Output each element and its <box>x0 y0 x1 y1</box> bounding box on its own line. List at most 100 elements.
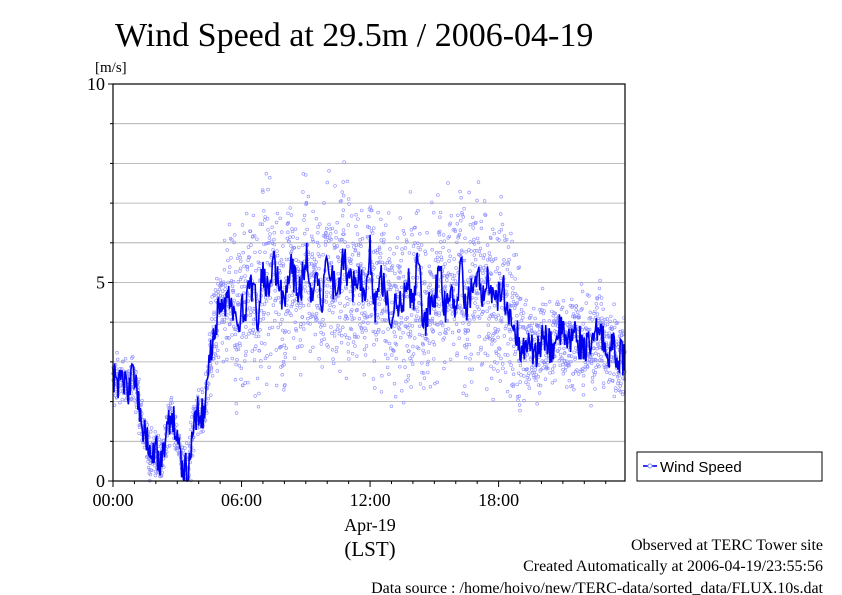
data-point <box>242 264 246 268</box>
data-point <box>354 243 359 247</box>
data-point <box>233 345 237 350</box>
data-point <box>492 304 497 308</box>
data-point <box>429 272 433 276</box>
data-point <box>383 352 388 357</box>
data-point <box>235 358 239 362</box>
data-point <box>234 401 239 406</box>
footer-created: Created Automatically at 2006-04-19/23:5… <box>523 558 823 575</box>
data-point <box>397 322 401 327</box>
data-point <box>408 190 413 194</box>
data-point <box>209 393 213 397</box>
data-point <box>297 344 302 348</box>
data-point <box>277 261 282 265</box>
data-point <box>271 248 275 252</box>
data-point <box>577 314 581 318</box>
data-point <box>287 239 291 243</box>
data-point <box>339 309 343 314</box>
data-point <box>263 356 268 361</box>
data-point <box>598 320 603 324</box>
data-point <box>313 265 317 269</box>
data-point <box>263 218 267 222</box>
data-point <box>551 319 556 323</box>
data-point <box>340 334 344 338</box>
data-point <box>140 398 144 403</box>
data-point <box>149 430 153 434</box>
data-point <box>258 261 262 265</box>
data-point <box>550 381 555 385</box>
data-point <box>246 258 250 262</box>
data-point <box>500 222 505 227</box>
data-point <box>454 266 458 270</box>
data-point <box>450 308 454 312</box>
data-point <box>297 245 301 250</box>
data-point <box>228 312 233 316</box>
data-point <box>522 398 526 403</box>
data-point <box>343 333 347 337</box>
data-point <box>207 332 212 336</box>
data-point <box>558 363 562 368</box>
data-point <box>326 345 330 349</box>
data-point <box>527 323 532 328</box>
data-point <box>411 362 415 366</box>
data-point <box>483 213 488 218</box>
data-point <box>500 306 504 310</box>
data-point <box>498 347 502 351</box>
data-point <box>265 261 270 265</box>
data-point <box>318 222 322 226</box>
data-point <box>244 349 248 354</box>
data-point <box>153 470 158 474</box>
data-point <box>115 357 120 362</box>
data-point <box>433 381 437 386</box>
x-tick-label: 12:00 <box>350 490 391 510</box>
data-point <box>258 328 262 332</box>
data-point <box>316 231 320 235</box>
data-point <box>561 372 565 376</box>
data-point <box>416 241 420 246</box>
data-point <box>620 329 625 333</box>
data-point <box>581 374 586 378</box>
data-point <box>557 347 562 351</box>
data-point <box>238 341 242 345</box>
data-point <box>270 239 274 244</box>
data-point <box>511 372 516 376</box>
data-point <box>317 266 321 271</box>
data-point <box>456 213 460 218</box>
data-point <box>353 344 357 348</box>
data-point <box>485 309 489 313</box>
data-point <box>225 335 230 340</box>
data-point <box>409 385 413 389</box>
data-point <box>462 206 466 211</box>
data-point <box>448 273 452 277</box>
data-point <box>590 318 594 322</box>
data-point <box>236 347 241 351</box>
data-point <box>504 324 508 328</box>
data-point <box>290 229 295 234</box>
data-point <box>257 334 261 338</box>
data-point <box>522 374 526 378</box>
data-point <box>494 315 498 319</box>
data-point <box>183 446 187 450</box>
data-point <box>255 376 260 381</box>
data-point <box>594 358 598 362</box>
data-point <box>294 258 298 262</box>
data-point <box>591 369 596 373</box>
data-point <box>525 352 530 357</box>
data-point <box>499 195 503 199</box>
data-point <box>153 430 157 434</box>
data-point <box>275 249 279 253</box>
data-point <box>149 426 154 430</box>
data-point <box>524 298 528 302</box>
data-point <box>580 289 585 294</box>
data-point <box>321 253 325 257</box>
data-point <box>398 365 402 369</box>
data-point <box>382 231 386 236</box>
data-point <box>521 316 525 320</box>
data-point <box>261 317 266 321</box>
data-point <box>614 339 619 343</box>
data-point <box>328 232 333 236</box>
data-point <box>212 310 216 314</box>
data-point <box>573 314 577 318</box>
data-point <box>238 255 243 260</box>
data-point <box>244 335 249 339</box>
data-point <box>414 211 419 215</box>
